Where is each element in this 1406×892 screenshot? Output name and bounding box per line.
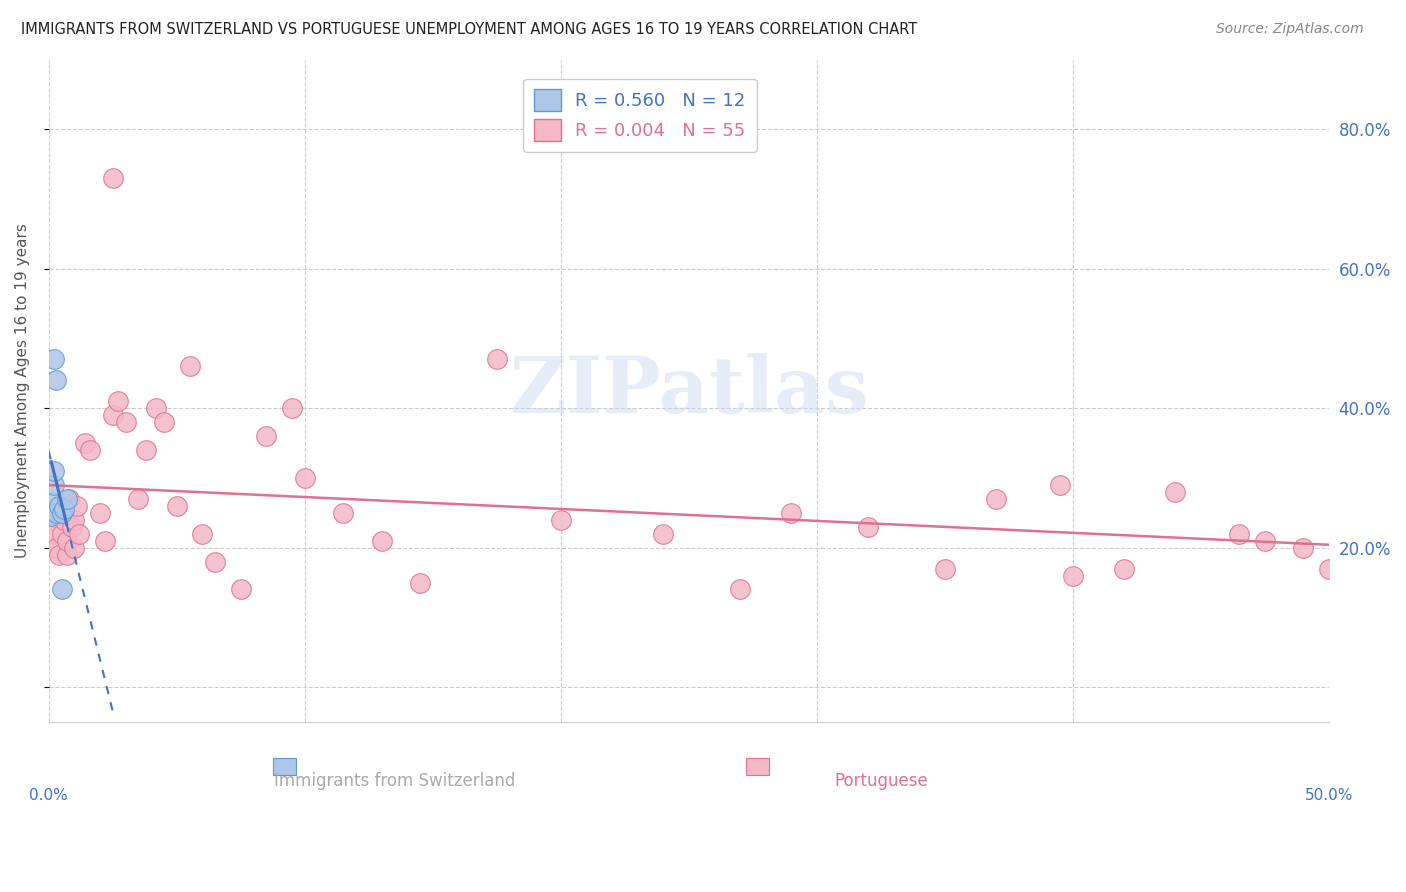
Point xyxy=(39,509,62,524)
Point xyxy=(370,533,392,548)
Point xyxy=(51,526,73,541)
Point xyxy=(1062,568,1084,582)
Text: IMMIGRANTS FROM SWITZERLAND VS PORTUGUESE UNEMPLOYMENT AMONG AGES 16 TO 19 YEARS: IMMIGRANTS FROM SWITZERLAND VS PORTUGUES… xyxy=(21,22,917,37)
Point xyxy=(1164,484,1187,499)
FancyBboxPatch shape xyxy=(747,758,769,775)
Point xyxy=(42,478,65,492)
Text: Source: ZipAtlas.com: Source: ZipAtlas.com xyxy=(1216,22,1364,37)
Point xyxy=(45,541,67,555)
Point xyxy=(101,408,124,422)
Text: Portuguese: Portuguese xyxy=(834,772,928,789)
Point xyxy=(934,561,956,575)
Point xyxy=(53,502,76,516)
Y-axis label: Unemployment Among Ages 16 to 19 years: Unemployment Among Ages 16 to 19 years xyxy=(15,223,30,558)
Point xyxy=(101,171,124,186)
Point xyxy=(51,506,73,520)
Point xyxy=(652,526,675,541)
Point xyxy=(63,513,86,527)
Point xyxy=(1227,526,1250,541)
Point xyxy=(1317,561,1340,575)
Point xyxy=(127,491,149,506)
Point xyxy=(45,506,67,520)
Point xyxy=(42,526,65,541)
Point xyxy=(89,506,111,520)
Point xyxy=(79,443,101,458)
Point xyxy=(51,506,73,520)
Point xyxy=(42,352,65,367)
Point xyxy=(1049,478,1071,492)
Point xyxy=(39,495,62,509)
Point xyxy=(58,491,80,506)
Text: 50.0%: 50.0% xyxy=(1305,789,1353,803)
Point xyxy=(1254,533,1277,548)
Point xyxy=(135,443,157,458)
Point xyxy=(254,429,277,443)
Point xyxy=(728,582,751,597)
Point xyxy=(145,401,167,416)
Point xyxy=(94,533,117,548)
Point xyxy=(39,513,62,527)
Legend: R = 0.560   N = 12, R = 0.004   N = 55: R = 0.560 N = 12, R = 0.004 N = 55 xyxy=(523,78,756,152)
Point xyxy=(409,575,432,590)
Point xyxy=(66,499,89,513)
Point xyxy=(166,499,188,513)
Point xyxy=(63,541,86,555)
Text: 0.0%: 0.0% xyxy=(30,789,67,803)
Point xyxy=(42,464,65,478)
Point xyxy=(984,491,1007,506)
Text: Immigrants from Switzerland: Immigrants from Switzerland xyxy=(274,772,515,789)
Point xyxy=(48,548,70,562)
Point xyxy=(550,513,572,527)
Point xyxy=(179,359,201,374)
Point xyxy=(281,401,304,416)
Point xyxy=(294,471,316,485)
Text: ZIPatlas: ZIPatlas xyxy=(509,352,869,429)
Point xyxy=(55,533,77,548)
Point xyxy=(45,506,67,520)
Point xyxy=(69,526,91,541)
FancyBboxPatch shape xyxy=(273,758,295,775)
Point xyxy=(780,506,803,520)
Point xyxy=(229,582,252,597)
Point xyxy=(73,436,96,450)
Point xyxy=(1112,561,1135,575)
Point xyxy=(191,526,214,541)
Point xyxy=(856,520,879,534)
Point xyxy=(107,394,129,409)
Point xyxy=(114,415,136,429)
Point xyxy=(45,373,67,387)
Point xyxy=(332,506,354,520)
Point xyxy=(55,491,77,506)
Point xyxy=(48,499,70,513)
Point xyxy=(60,520,83,534)
Point xyxy=(1292,541,1315,555)
Point xyxy=(55,548,77,562)
Point xyxy=(51,582,73,597)
Point xyxy=(204,555,226,569)
Point xyxy=(53,513,76,527)
Point xyxy=(153,415,176,429)
Point xyxy=(485,352,508,367)
